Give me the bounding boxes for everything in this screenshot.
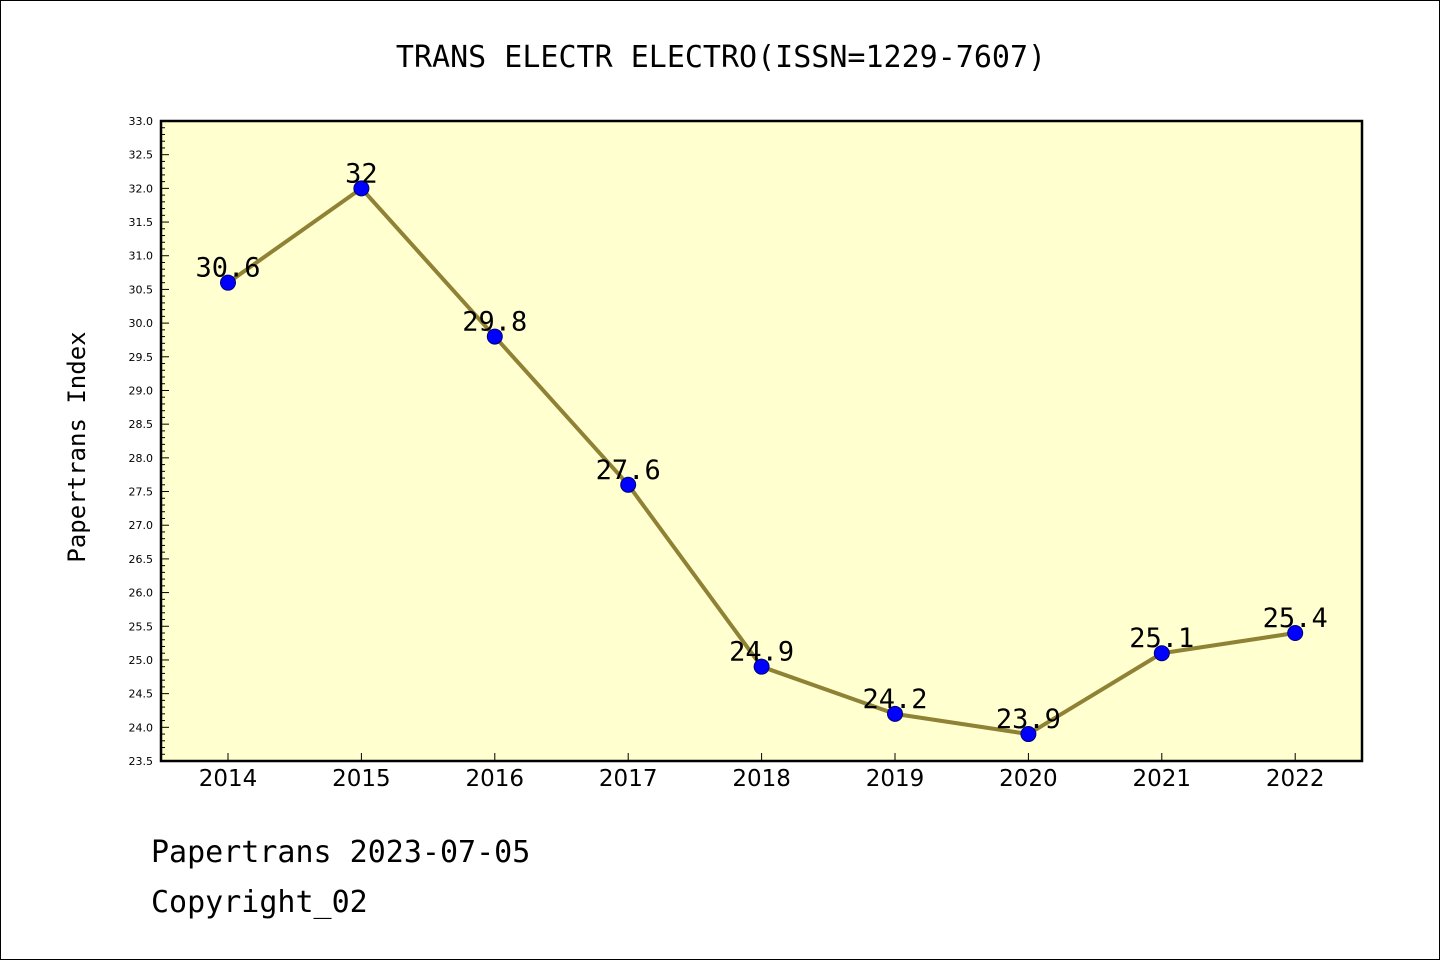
data-label: 23.9 xyxy=(996,704,1061,735)
data-label: 29.8 xyxy=(462,307,527,338)
x-tick-label: 2019 xyxy=(866,766,925,792)
x-tick-label: 2020 xyxy=(999,766,1058,792)
y-tick-label: 33.0 xyxy=(129,115,154,128)
data-labels: 30.6 32 29.8 27.6 24.9 24.2 23.9 25.1 25.4 xyxy=(195,158,1327,735)
y-tick-label: 26.0 xyxy=(129,587,154,600)
data-point xyxy=(353,180,370,197)
data-label: 25.4 xyxy=(1263,603,1328,634)
y-tick-label: 23.5 xyxy=(129,755,154,768)
data-point xyxy=(620,476,637,493)
y-tick-label: 29.5 xyxy=(129,351,154,364)
x-tick-label: 2018 xyxy=(732,766,791,792)
data-point xyxy=(1020,726,1037,743)
y-tick-label: 32.0 xyxy=(129,182,154,195)
data-point xyxy=(486,328,503,345)
footer-copyright: Copyright_02 xyxy=(151,885,368,920)
x-tick-label: 2017 xyxy=(599,766,658,792)
data-point xyxy=(220,274,236,291)
footer-date: Papertrans 2023-07-05 xyxy=(151,835,531,870)
data-label: 24.2 xyxy=(862,684,927,715)
x-tick-label: 2022 xyxy=(1266,766,1325,792)
y-tick-label: 24.0 xyxy=(129,721,154,734)
y-tick-label: 27.0 xyxy=(129,519,154,532)
x-tick-label: 2014 xyxy=(199,766,258,792)
x-tick-label: 2015 xyxy=(332,766,391,792)
data-point xyxy=(1287,625,1304,641)
y-tick-label: 32.5 xyxy=(129,149,154,162)
y-tick-label: 28.5 xyxy=(129,418,154,431)
data-label: 24.9 xyxy=(729,637,794,668)
y-axis-label: Papertrans Index xyxy=(63,331,91,562)
data-label: 30.6 xyxy=(195,253,260,284)
data-point xyxy=(753,658,770,675)
y-tick-label: 31.5 xyxy=(129,216,154,229)
data-label: 32 xyxy=(345,158,378,189)
x-tick-label: 2021 xyxy=(1133,766,1192,792)
data-label: 27.6 xyxy=(596,455,661,486)
y-tick-label: 30.5 xyxy=(129,283,154,296)
plot-border xyxy=(159,119,1364,763)
y-tick-label: 24.5 xyxy=(129,688,154,701)
y-tick-label: 26.5 xyxy=(129,553,154,566)
y-axis-ticks: 23.5 24.0 24.5 25.0 25.5 26.0 26.5 27.0 27.5 28.0… xyxy=(129,115,169,768)
y-tick-label: 30.0 xyxy=(129,317,154,330)
y-tick-label: 31.0 xyxy=(129,250,154,263)
data-point xyxy=(1153,645,1170,662)
data-markers xyxy=(220,180,1304,743)
data-label: 25.1 xyxy=(1129,623,1194,654)
y-tick-label: 25.5 xyxy=(129,620,154,633)
data-point xyxy=(887,705,903,722)
x-tick-label: 2016 xyxy=(466,766,525,792)
y-tick-label: 28.0 xyxy=(129,452,154,465)
y-tick-label: 27.5 xyxy=(129,486,154,499)
y-tick-label: 25.0 xyxy=(129,654,154,667)
y-tick-label: 29.0 xyxy=(129,384,154,397)
x-axis-ticks: 2014 2015 2016 2017 2018 2019 2020 2021 2022 xyxy=(199,753,1325,792)
chart-title: TRANS ELECTR ELECTRO(ISSN=1229-7607) xyxy=(396,40,1046,75)
